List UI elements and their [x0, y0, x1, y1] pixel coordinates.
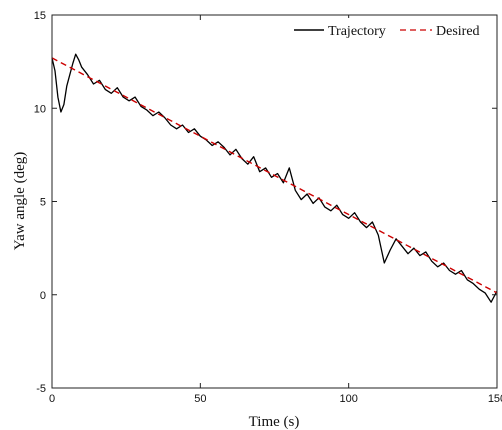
y-tick-label: 5	[40, 197, 46, 209]
y-tick-label: 10	[34, 103, 46, 115]
x-axis-title: Time (s)	[249, 414, 300, 430]
series-layer	[51, 53, 498, 303]
plot-area	[52, 15, 497, 388]
legend-label-desired: Desired	[436, 24, 480, 39]
y-tick-label: 0	[40, 290, 46, 302]
x-tick-label: 150	[488, 393, 502, 405]
legend-box	[290, 18, 495, 42]
y-axis-title: Yaw angle (deg)	[12, 152, 28, 250]
legend: Trajectory Desired	[290, 18, 495, 42]
legend-label-trajectory: Trajectory	[328, 24, 386, 39]
x-tick-label: 100	[339, 393, 357, 405]
x-tick-label: 50	[194, 393, 206, 405]
x-tick-label: 0	[49, 393, 55, 405]
y-tick-label: 15	[34, 10, 46, 22]
series-line-desired	[51, 57, 498, 294]
y-tick-label: -5	[36, 383, 46, 395]
